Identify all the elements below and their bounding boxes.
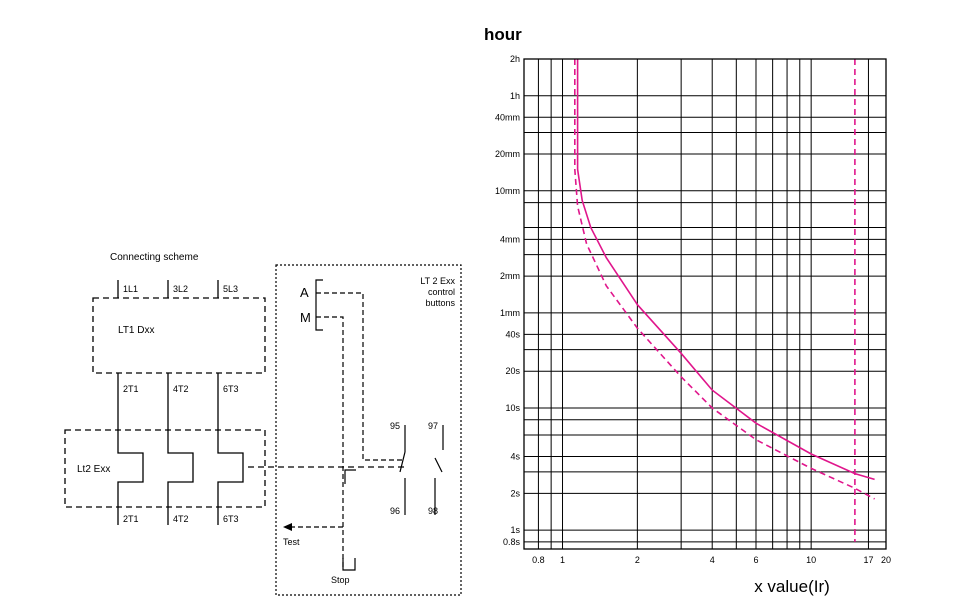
trip-curve-dashed-1 [574,59,875,500]
y-tick-label: 0.8s [503,537,521,547]
control-title-line3: buttons [425,298,455,308]
stop-label: Stop [331,575,350,585]
relay1-label: LT1 Dxx [118,325,155,336]
reset-lever [344,469,356,484]
x-tick-label: 1 [560,555,565,565]
x-tick-label: 6 [753,555,758,565]
terminal-3L2: 3L2 [173,284,188,294]
y-tick-label: 20mm [495,149,520,159]
plot-frame [523,58,887,550]
contact-98-label: 98 [428,506,438,516]
test-label: Test [283,537,300,547]
control-title-line2: control [428,287,455,297]
terminal-6T3-bottom: 6T3 [223,514,239,524]
trip-curve-solid-0 [576,59,875,481]
chart-ylabel: hour [484,25,522,44]
chart-ticks: 2h 1h 40mm 20mm 10mm 4mm 2mm 1mm 40s 20s 10s 4s 2s 1s… [495,54,891,565]
relay2-label: Lt2 Exx [77,464,110,475]
x-tick-label: 20 [881,555,891,565]
heater-element-3 [217,430,244,507]
x-tick-label: 17 [863,555,873,565]
y-tick-label: 4s [510,452,520,462]
mode-a-line [316,292,405,461]
trip-curve-chart: hour x value(Ir) 2h 1h 40mm 20mm 10mm 4mm 2mm 1… [484,25,891,596]
contact-97-label: 97 [428,421,438,431]
x-tick-label: 10 [806,555,816,565]
contact-95-label: 95 [390,421,400,431]
y-tick-label: 10s [505,403,520,413]
y-tick-label: 4mm [500,234,520,244]
terminal-5L3: 5L3 [223,284,238,294]
chart-xlabel: x value(Ir) [754,577,830,596]
control-box: LT 2 Exx control buttons A M 95 96 97 98… [275,264,462,596]
y-tick-label: 1mm [500,308,520,318]
terminal-4T2-bottom: 4T2 [173,514,189,524]
y-tick-label: 20s [505,366,520,376]
terminal-6T3: 6T3 [223,384,239,394]
x-tick-label: 4 [710,555,715,565]
y-tick-label: 1s [510,525,520,535]
contact-97-98-switch [434,457,443,473]
y-tick-label: 40s [505,329,520,339]
connecting-scheme: Connecting scheme 1L1 3L2 5L3 LT1 Dxx 2T… [64,252,405,525]
mode-m-line [316,316,344,570]
y-tick-label: 2s [510,488,520,498]
heater-element-2 [167,430,194,507]
contact-96-label: 96 [390,506,400,516]
x-tick-label: 2 [635,555,640,565]
y-tick-label: 10mm [495,186,520,196]
chart-curves [574,59,875,542]
relay1-box [92,297,266,374]
test-arrow-icon [283,523,292,531]
mode-bracket [315,279,323,331]
y-tick-label: 2h [510,54,520,64]
y-tick-label: 40mm [495,112,520,122]
terminal-1L1: 1L1 [123,284,138,294]
scheme-title: Connecting scheme [110,252,199,263]
heater-element-1 [117,430,144,507]
terminal-2T1: 2T1 [123,384,139,394]
y-tick-label: 2mm [500,271,520,281]
mode-m-label: M [300,310,311,325]
control-title-line1: LT 2 Exx [420,276,455,286]
stop-bracket [342,558,356,571]
terminal-4T2: 4T2 [173,384,189,394]
mode-a-label: A [300,285,309,300]
terminal-2T1-bottom: 2T1 [123,514,139,524]
control-box-border [275,264,462,596]
relay2-box [64,429,266,508]
x-tick-label: 0.8 [532,555,545,565]
contact-95-96-switch [399,451,406,473]
y-tick-label: 1h [510,91,520,101]
